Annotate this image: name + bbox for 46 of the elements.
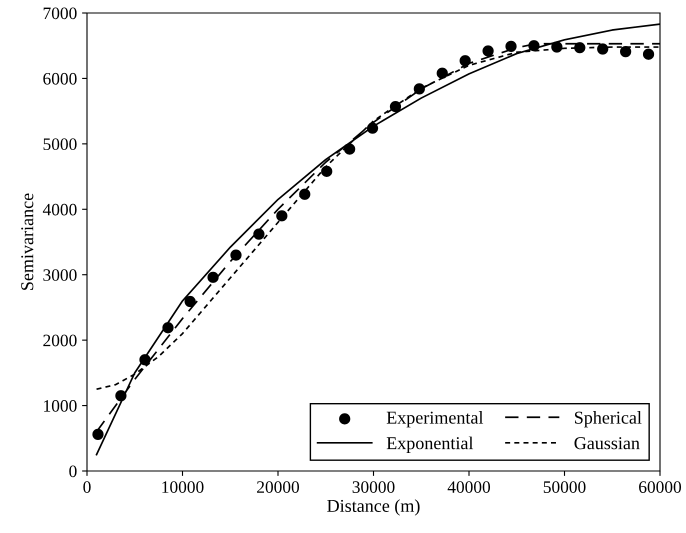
- point: [620, 46, 632, 58]
- point: [482, 45, 494, 57]
- y-tick-label: 5000: [44, 138, 77, 150]
- point: [574, 42, 586, 54]
- legend-label: Experimental: [386, 411, 484, 428]
- legend-label: Exponential: [386, 436, 474, 453]
- point: [162, 322, 174, 334]
- point: [528, 40, 540, 52]
- x-tick-label: 30000: [352, 481, 395, 493]
- y-tick-label: 2000: [43, 334, 77, 346]
- x-tick-label: 40000: [448, 481, 490, 493]
- y-tick-label: 0: [69, 465, 77, 478]
- point: [299, 188, 310, 200]
- y-tick-label: 4000: [42, 204, 77, 216]
- point: [505, 40, 517, 52]
- point: [366, 122, 378, 134]
- point: [253, 228, 265, 240]
- x-tick-label: 10000: [162, 481, 204, 493]
- point: [642, 48, 654, 60]
- legend-label: Spherical: [574, 411, 642, 428]
- x-tick-label: 60000: [639, 481, 682, 493]
- point: [139, 354, 151, 366]
- y-axis-title: Semivariance: [21, 194, 34, 290]
- x-tick-label: 50000: [544, 481, 586, 493]
- y-tick-label: 1000: [44, 400, 77, 412]
- y-tick-label: 6000: [43, 72, 77, 85]
- point: [436, 68, 448, 79]
- point: [207, 272, 219, 283]
- x-tick-label: 20000: [257, 481, 300, 493]
- y-tick-label: 7000: [44, 7, 77, 20]
- point: [115, 390, 127, 402]
- point: [551, 41, 562, 53]
- point: [230, 249, 242, 261]
- y-tick-label: 3000: [43, 269, 77, 281]
- point: [276, 210, 288, 222]
- point: [597, 43, 608, 55]
- point: [321, 166, 332, 177]
- point: [92, 428, 104, 440]
- x-axis-title: Distance (m): [327, 499, 420, 516]
- x-tick-label: 0: [83, 481, 91, 493]
- point: [414, 83, 425, 95]
- point: [344, 143, 356, 155]
- point: [184, 296, 196, 308]
- point: [390, 100, 402, 112]
- point: [460, 55, 471, 66]
- legend-label: Gaussian: [574, 437, 640, 450]
